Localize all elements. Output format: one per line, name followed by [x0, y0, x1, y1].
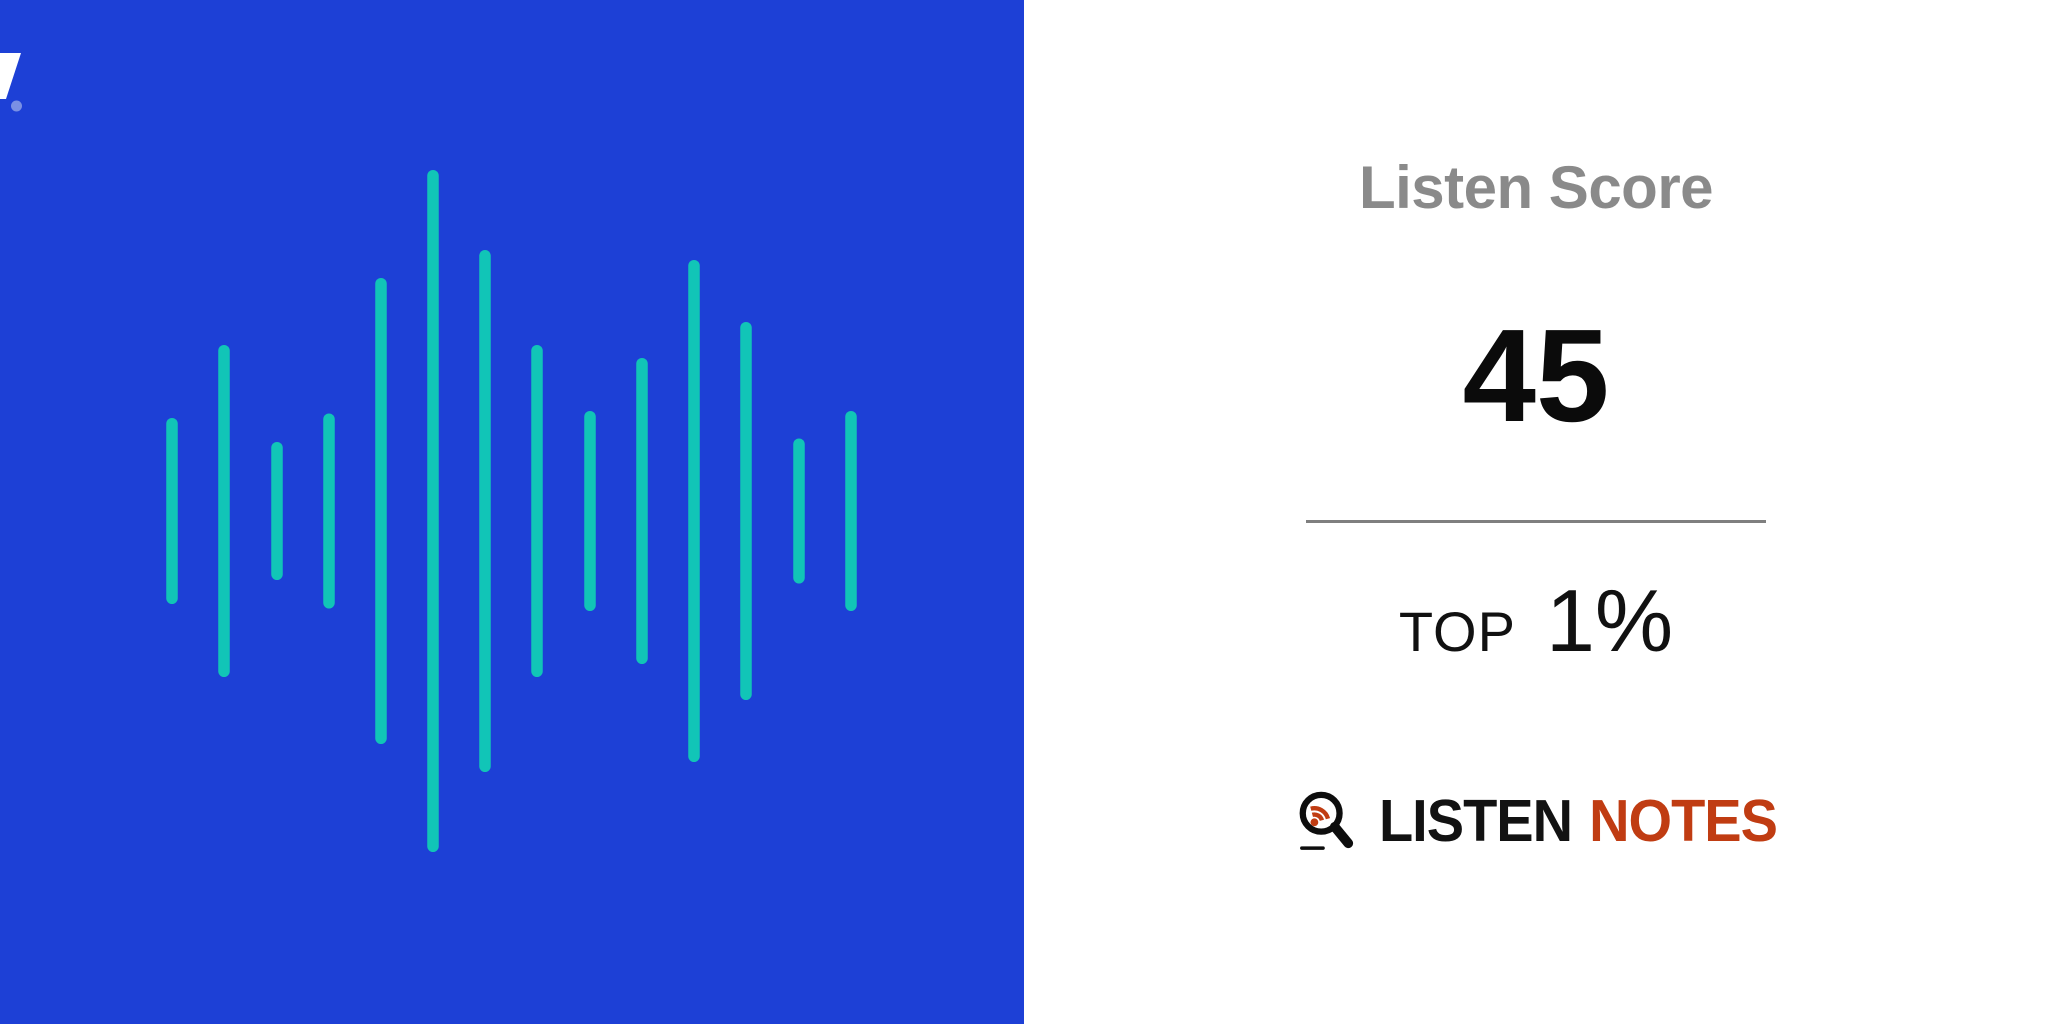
waveform-bar: [793, 438, 805, 584]
brand-listen: LISTEN: [1378, 787, 1573, 854]
waveform-bar: [740, 322, 752, 700]
waveform-bar: [531, 345, 543, 677]
rank-row: TOP 1%: [1024, 577, 2048, 665]
waveform-bar: [427, 170, 439, 852]
listen-score-value: 45: [1462, 302, 1610, 449]
divider-line: [1306, 520, 1766, 523]
waveform-bar: [375, 278, 387, 744]
artwork-background: [0, 0, 1024, 1024]
waveform-bar: [271, 442, 283, 580]
waveform-bar: [479, 250, 491, 772]
waveform-bar: [636, 358, 648, 664]
listen-notes-logo[interactable]: LISTEN NOTES: [1024, 789, 2048, 853]
listen-score-panel: Listen Score 45 TOP 1%: [1024, 0, 2048, 1024]
rss-waves-icon: [1310, 806, 1331, 827]
waveform-bar: [323, 413, 335, 609]
magnifier-rss-icon: [1299, 791, 1354, 850]
partial-logo-mark: [0, 53, 21, 99]
brand-wordmark: LISTEN NOTES: [1378, 787, 1778, 854]
listen-score-title: Listen Score: [1358, 154, 1714, 221]
top-rank-value: 1%: [1545, 571, 1674, 670]
logo-period-dot: [11, 100, 22, 112]
top-rank-label: TOP: [1398, 600, 1516, 663]
waveform-bar: [218, 345, 230, 677]
podcast-artwork: [0, 0, 1024, 1024]
waveform-graphic: [0, 0, 1024, 1024]
waveform-bar: [584, 411, 596, 611]
waveform-bar: [166, 418, 178, 604]
brand-notes: NOTES: [1589, 787, 1778, 854]
waveform-bar: [688, 260, 700, 762]
waveform-bar: [845, 411, 857, 611]
